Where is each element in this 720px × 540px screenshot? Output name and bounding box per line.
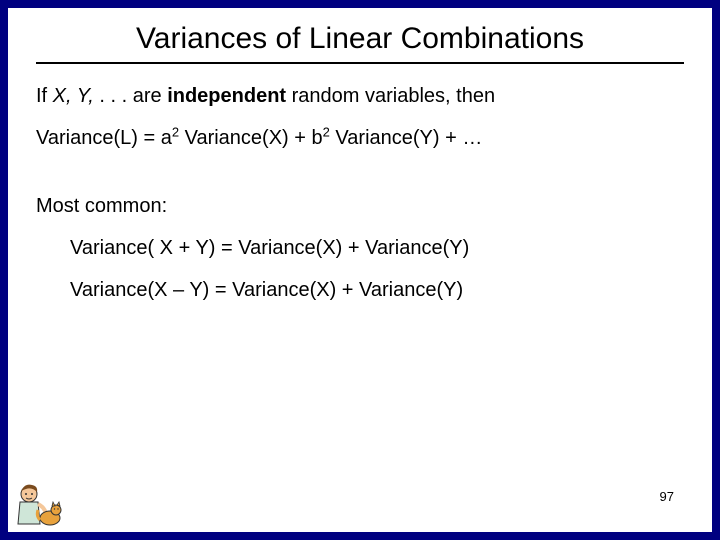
formula-sup2: 2 xyxy=(323,124,330,139)
title-underline xyxy=(36,62,684,64)
equation-sum: Variance( X + Y) = Variance(X) + Varianc… xyxy=(36,234,684,262)
slide-border: Variances of Linear Combinations If X, Y… xyxy=(0,0,720,540)
equation-diff: Variance(X – Y) = Variance(X) + Variance… xyxy=(36,276,684,304)
most-common-label: Most common: xyxy=(36,192,684,220)
formula-post: Variance(Y) + … xyxy=(330,127,482,149)
intro-vars: X, Y, xyxy=(53,85,94,107)
slide-content: Variances of Linear Combinations If X, Y… xyxy=(8,8,712,532)
intro-post: random variables, then xyxy=(286,85,495,107)
intro-pre: If xyxy=(36,85,53,107)
slide-body: If X, Y, . . . are independent random va… xyxy=(36,82,684,304)
slide-title: Variances of Linear Combinations xyxy=(36,22,684,56)
intro-line: If X, Y, . . . are independent random va… xyxy=(36,82,684,110)
mascot-icon xyxy=(12,480,64,528)
formula-line: Variance(L) = a2 Variance(X) + b2 Varian… xyxy=(36,124,684,152)
intro-mid: . . . are xyxy=(94,85,167,107)
formula-sup1: 2 xyxy=(172,124,179,139)
formula-mid1: Variance(X) + b xyxy=(179,127,323,149)
intro-bold: independent xyxy=(167,85,286,107)
page-number: 97 xyxy=(660,489,674,504)
formula-lhs: Variance(L) = a xyxy=(36,127,172,149)
spacer xyxy=(36,166,684,192)
